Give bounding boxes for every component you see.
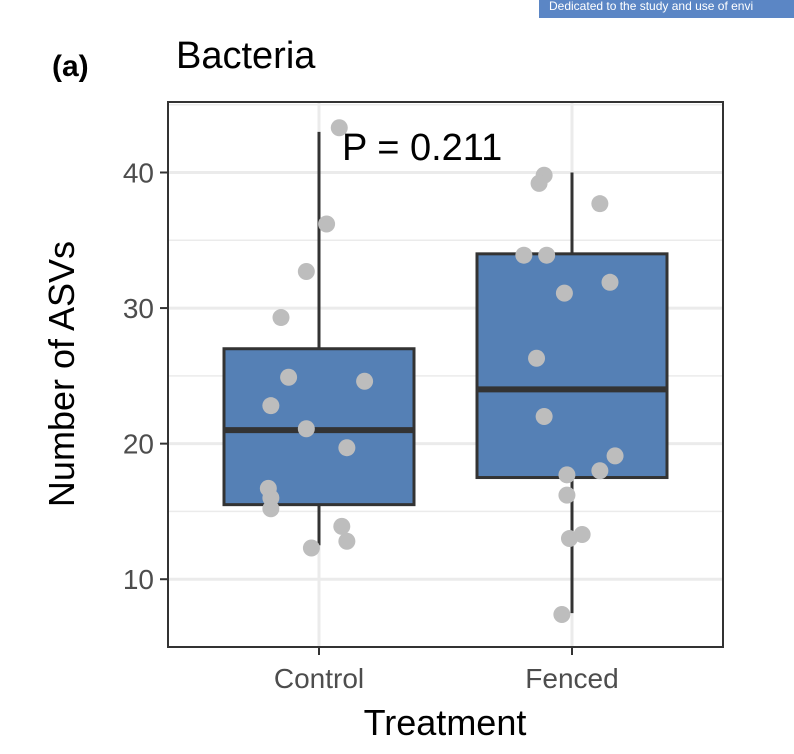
data-point bbox=[356, 372, 374, 390]
data-point bbox=[302, 539, 320, 557]
data-point bbox=[338, 532, 356, 550]
x-axis-ticks: Control Fenced bbox=[274, 647, 619, 694]
box-fenced bbox=[475, 252, 669, 480]
data-point bbox=[515, 246, 533, 264]
y-axis-title: Number of ASVs bbox=[41, 241, 82, 507]
x-tick-label: Fenced bbox=[525, 663, 618, 694]
site-banner: Dedicated to the study and use of envi bbox=[539, 0, 794, 18]
data-point bbox=[558, 466, 576, 484]
data-point bbox=[591, 195, 609, 213]
data-point bbox=[330, 119, 348, 137]
y-tick-label: 30 bbox=[123, 293, 154, 324]
data-point bbox=[297, 262, 315, 280]
points-layer bbox=[259, 119, 624, 623]
data-point bbox=[318, 215, 336, 233]
data-point bbox=[280, 368, 298, 386]
y-tick-label: 40 bbox=[123, 157, 154, 188]
data-point bbox=[591, 462, 609, 480]
y-tick-label: 10 bbox=[123, 564, 154, 595]
x-tick-label: Control bbox=[274, 663, 364, 694]
data-point bbox=[530, 174, 548, 192]
data-point bbox=[338, 439, 356, 457]
panel-label: (a) bbox=[52, 50, 89, 83]
chart-title: Bacteria bbox=[176, 35, 316, 77]
data-point bbox=[555, 284, 573, 302]
data-point bbox=[553, 605, 571, 623]
data-point bbox=[601, 273, 619, 291]
p-value-annotation: P = 0.211 bbox=[342, 127, 502, 169]
plot-border bbox=[167, 101, 724, 648]
boxes-layer bbox=[222, 131, 669, 614]
data-point bbox=[558, 486, 576, 504]
x-axis-title: Treatment bbox=[364, 702, 527, 743]
y-tick-label: 20 bbox=[123, 429, 154, 460]
data-point bbox=[333, 517, 351, 535]
y-axis-ticks: 10 20 30 40 bbox=[123, 157, 168, 595]
data-point bbox=[272, 309, 290, 327]
data-point bbox=[560, 530, 578, 548]
data-point bbox=[535, 408, 553, 426]
data-point bbox=[297, 420, 315, 438]
data-point bbox=[528, 349, 546, 367]
data-point bbox=[538, 246, 556, 264]
data-point bbox=[262, 397, 280, 415]
data-point bbox=[606, 447, 624, 465]
box-control bbox=[222, 347, 416, 507]
data-point bbox=[262, 500, 280, 518]
